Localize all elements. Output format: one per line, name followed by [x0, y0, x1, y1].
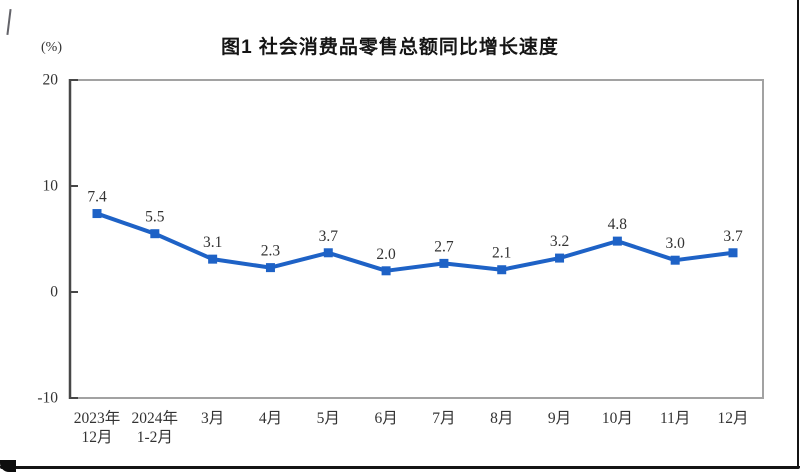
x-tick-label: 4月	[259, 410, 282, 427]
data-point-marker	[323, 248, 333, 258]
x-tick-label: 9月	[548, 410, 571, 427]
x-tick-label: 11月	[660, 410, 690, 427]
data-point-marker	[670, 255, 680, 265]
x-tick-label: 8月	[490, 410, 513, 427]
data-point-marker	[612, 236, 622, 246]
x-tick-label: 5月	[317, 410, 340, 427]
data-point-marker	[728, 248, 738, 258]
data-point-label: 2.0	[376, 246, 396, 263]
data-point-label: 3.0	[665, 235, 685, 252]
data-point-marker	[439, 258, 449, 268]
data-point-marker	[381, 266, 391, 276]
data-point-marker	[92, 209, 102, 219]
data-point-marker	[150, 229, 160, 239]
x-tick-label: 3月	[201, 410, 224, 427]
y-tick-label: -10	[37, 390, 58, 407]
x-tick-label: 7月	[432, 410, 455, 427]
x-tick-label: 2023年	[74, 409, 121, 427]
y-tick-label: 10	[43, 178, 59, 195]
y-tick-label: 20	[43, 72, 59, 89]
data-point-label: 2.3	[261, 243, 281, 260]
series-line	[95, 211, 735, 273]
plot-frame	[69, 79, 764, 399]
data-point-label: 2.7	[434, 238, 454, 255]
data-point-label: 3.1	[203, 234, 222, 251]
y-tick-label: 0	[50, 284, 58, 301]
data-point-label: 3.2	[550, 233, 569, 250]
data-point-label: 3.7	[319, 228, 339, 245]
x-tick-label: 2024年	[132, 409, 179, 427]
data-point-label: 2.1	[492, 245, 511, 262]
image-border-bottom	[0, 466, 800, 469]
x-tick-label: 1-2月	[137, 429, 173, 446]
data-point-marker	[497, 265, 507, 275]
chart-title: 图1 社会消费品零售总额同比增长速度	[221, 37, 559, 58]
x-tick-label: 12月	[717, 410, 748, 427]
image-border-corner	[0, 460, 16, 472]
data-point-marker	[555, 253, 565, 263]
x-tick-label: 12月	[81, 429, 112, 446]
data-point-label: 7.4	[87, 189, 107, 206]
x-tick-label: 6月	[374, 410, 397, 427]
x-tick-label: 10月	[602, 410, 633, 427]
image-border-right	[797, 0, 799, 468]
data-point-marker	[265, 263, 275, 273]
data-point-label: 5.5	[145, 209, 165, 226]
data-point-label: 4.8	[608, 216, 628, 233]
data-point-label: 3.7	[723, 228, 743, 245]
data-point-marker	[208, 254, 218, 264]
y-axis-unit-label: (%)	[41, 40, 62, 55]
